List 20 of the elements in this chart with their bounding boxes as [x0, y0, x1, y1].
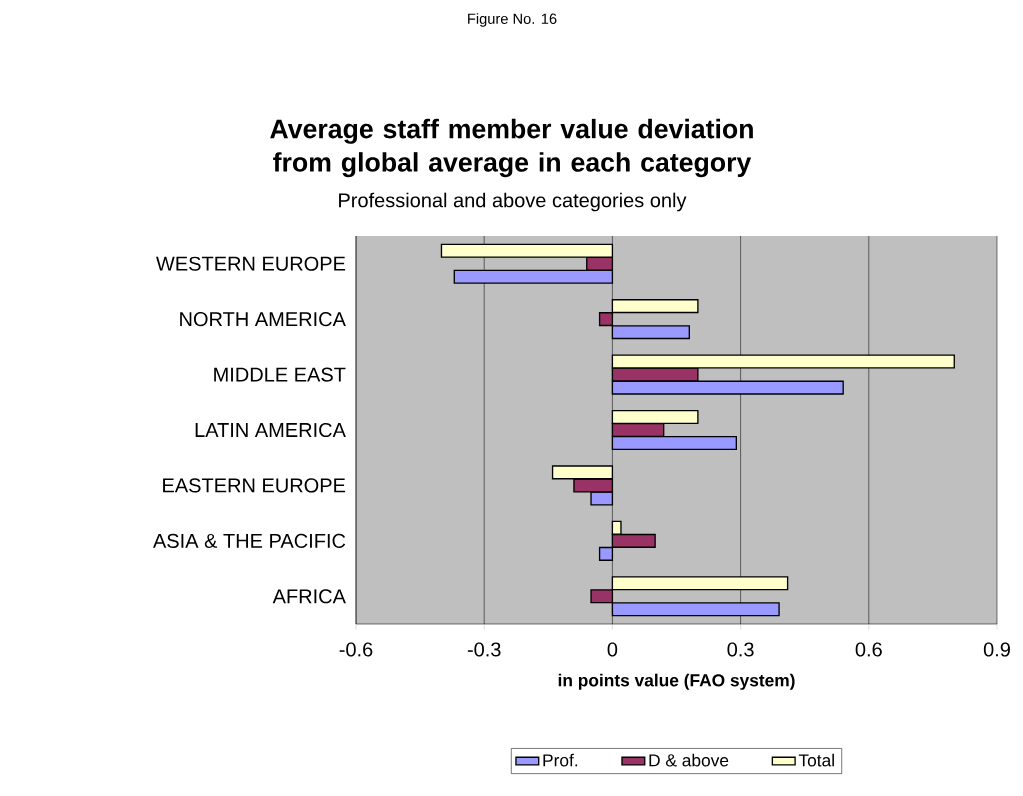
x-axis-title: in points value (FAO system) — [558, 673, 795, 690]
x-tick-label: -0.3 — [467, 642, 501, 657]
legend-label: Total — [798, 753, 834, 767]
y-tick-label: LATIN AMERICA — [195, 422, 346, 438]
chart-title: Average staff member value deviation from global average in each category — [270, 118, 753, 178]
x-tick-label: 0.9 — [983, 642, 1010, 657]
text: Figure No. 16 — [468, 13, 557, 27]
y-tick-label: AFRICA — [272, 589, 346, 604]
legend-label: Prof. — [543, 753, 578, 767]
y-tick-label: ASIA & THE PACIFIC — [153, 533, 346, 548]
y-tick-label: NORTH AMERICA — [180, 312, 346, 327]
x-tick-label: -0.6 — [339, 642, 373, 657]
chart-subtitle: Professional and above categories only — [339, 192, 687, 212]
x-tick-label: 0.6 — [855, 642, 882, 657]
y-tick-label: MIDDLE EAST — [214, 367, 346, 382]
legend-label: D & above — [649, 753, 729, 767]
x-tick-label: 0.3 — [727, 642, 754, 657]
x-tick-label: 0 — [607, 642, 618, 657]
y-tick-label: EASTERN EUROPE — [163, 478, 346, 493]
y-tick-label: WESTERN EUROPE — [156, 256, 346, 271]
